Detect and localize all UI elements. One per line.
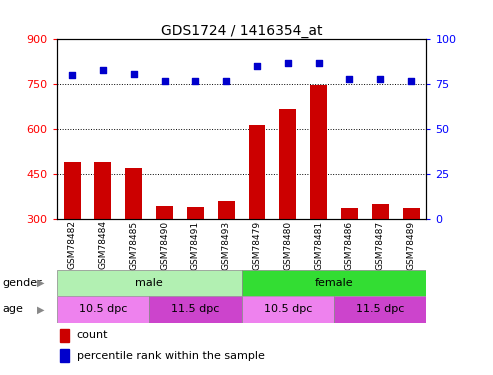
Text: GSM78481: GSM78481 [314, 220, 323, 270]
Text: gender: gender [2, 278, 42, 288]
Bar [334, 296, 426, 322]
Point [284, 60, 292, 66]
Text: GSM78480: GSM78480 [283, 220, 292, 270]
Point [68, 72, 76, 78]
Point [130, 70, 138, 76]
Text: ▶: ▶ [37, 278, 45, 288]
Text: female: female [315, 278, 353, 288]
Text: GSM78487: GSM78487 [376, 220, 385, 270]
Text: age: age [2, 304, 23, 314]
Bar [341, 208, 358, 219]
Point [99, 67, 107, 73]
Point [315, 60, 322, 66]
Bar [57, 270, 242, 296]
Text: GSM78491: GSM78491 [191, 220, 200, 270]
Bar [156, 206, 173, 219]
Text: male: male [135, 278, 163, 288]
Bar [57, 296, 149, 322]
Text: 11.5 dpc: 11.5 dpc [171, 304, 219, 314]
Bar [95, 162, 111, 219]
Bar [310, 85, 327, 219]
Bar [403, 208, 420, 219]
Point [407, 78, 415, 84]
Point [346, 76, 353, 82]
Text: GSM78490: GSM78490 [160, 220, 169, 270]
Point [253, 63, 261, 69]
Point [191, 78, 199, 84]
Bar [242, 270, 426, 296]
Text: 10.5 dpc: 10.5 dpc [264, 304, 312, 314]
Bar [60, 349, 70, 362]
Text: GSM78485: GSM78485 [129, 220, 138, 270]
Text: GSM78479: GSM78479 [252, 220, 261, 270]
Text: GSM78482: GSM78482 [68, 220, 76, 269]
Text: ▶: ▶ [37, 304, 45, 314]
Bar [60, 328, 70, 342]
Point [222, 78, 230, 84]
Bar [187, 207, 204, 219]
Text: percentile rank within the sample: percentile rank within the sample [77, 351, 265, 361]
Bar [125, 168, 142, 219]
Text: GSM78493: GSM78493 [222, 220, 231, 270]
Bar [64, 162, 80, 219]
Text: count: count [77, 330, 108, 340]
Bar [248, 125, 265, 219]
Point [161, 78, 169, 84]
Text: GSM78486: GSM78486 [345, 220, 354, 270]
Text: GSM78489: GSM78489 [407, 220, 416, 270]
Bar [218, 201, 235, 219]
Bar [280, 109, 296, 219]
Text: 11.5 dpc: 11.5 dpc [356, 304, 404, 314]
Bar [242, 296, 334, 322]
Point [376, 76, 384, 82]
Text: GSM78484: GSM78484 [99, 220, 107, 269]
Title: GDS1724 / 1416354_at: GDS1724 / 1416354_at [161, 24, 322, 38]
Bar [149, 296, 242, 322]
Bar [372, 204, 388, 219]
Text: 10.5 dpc: 10.5 dpc [79, 304, 127, 314]
